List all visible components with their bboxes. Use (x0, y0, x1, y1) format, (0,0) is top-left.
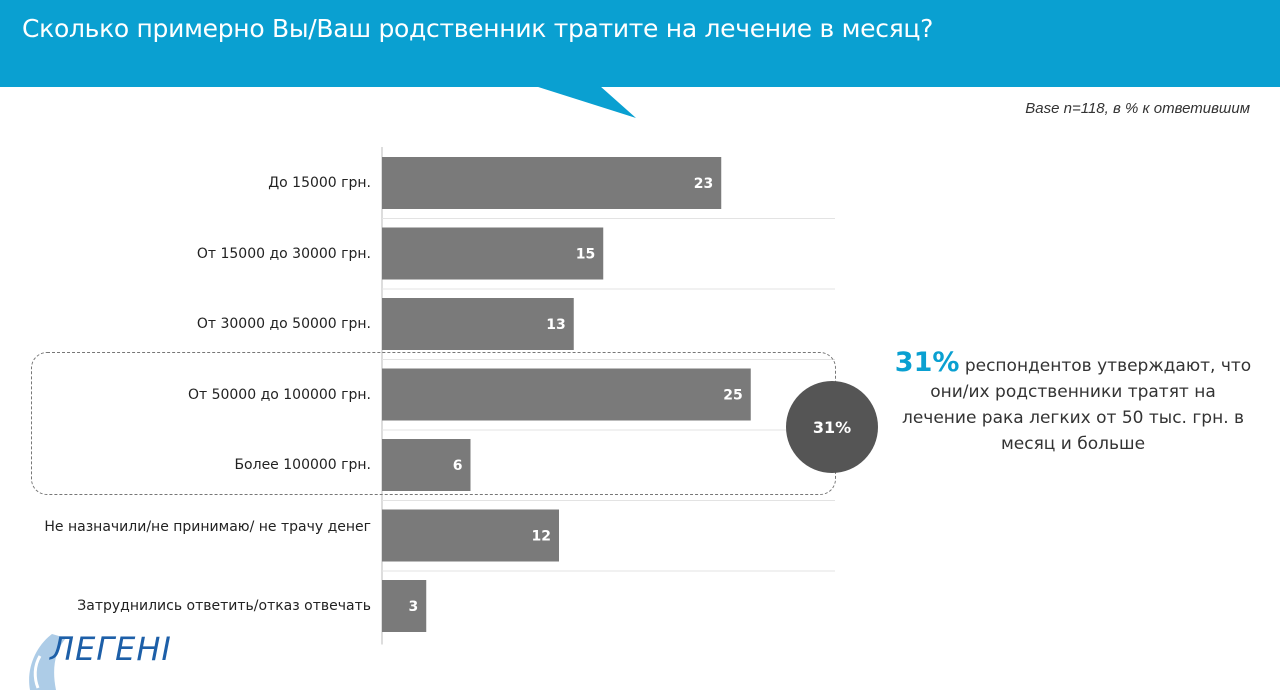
bar (382, 227, 604, 280)
bar-value-label: 6 (453, 458, 463, 474)
category-label: От 30000 до 50000 грн. (196, 316, 371, 332)
highlight-group-box (31, 352, 836, 495)
bar (382, 439, 471, 491)
base-note: Base n=118, в % к ответившим (1025, 100, 1250, 117)
category-label: Не назначили/не принимаю/ не трачу денег (44, 518, 371, 535)
category-label: До 15000 грн. (268, 175, 371, 191)
header-bar (0, 0, 1280, 87)
bar-value-label: 15 (576, 247, 595, 263)
bar (382, 509, 559, 562)
bar-value-label: 13 (546, 317, 565, 333)
category-label: От 50000 до 100000 грн. (187, 386, 371, 403)
bar-value-label: 25 (723, 388, 742, 404)
logo-text: ЛЕГЕНІ (50, 630, 172, 668)
category-label: Затруднились ответить/отказ отвечать (77, 598, 371, 614)
bar (382, 368, 751, 421)
page-title: Сколько примерно Вы/Ваш родственник трат… (22, 14, 934, 43)
callout-text: 31% респондентов утверждают, что они/их … (893, 347, 1253, 457)
callout-percent: 31% (894, 347, 960, 378)
highlight-group-total: 31% (786, 381, 878, 473)
header-speech-tail (535, 86, 636, 118)
bar-value-label: 3 (409, 599, 419, 615)
bar (382, 298, 574, 350)
category-label: От 15000 до 30000 грн. (196, 245, 371, 262)
bar (382, 580, 427, 632)
bar (382, 157, 722, 209)
bar-value-label: 12 (532, 529, 551, 545)
bar-value-label: 23 (694, 176, 713, 192)
category-label: Более 100000 грн. (234, 457, 371, 473)
lungs-logo-icon (29, 634, 66, 690)
callout-description: респондентов утверждают, что они/их родс… (901, 356, 1252, 454)
